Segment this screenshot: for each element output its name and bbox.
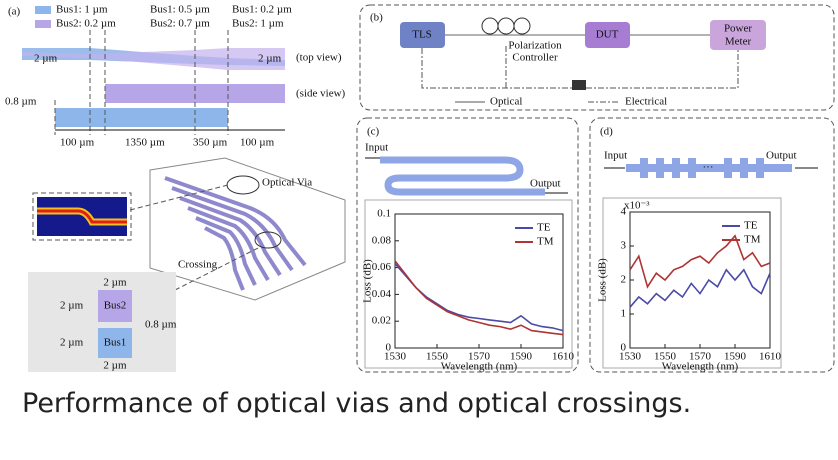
dimension: 2 µm xyxy=(258,53,282,65)
pc-loop xyxy=(482,18,498,34)
dimension: 100 µm xyxy=(60,137,95,149)
panel-label: (b) xyxy=(370,12,383,24)
dimension: 100 µm xyxy=(240,137,275,149)
y-tick-label: 0.1 xyxy=(377,208,391,220)
dimension: 2 µm xyxy=(60,300,84,312)
dimension: 2 µm xyxy=(34,53,58,65)
view-label: (side view) xyxy=(296,88,346,100)
port-label: Input xyxy=(365,142,388,154)
legend-text: Electrical xyxy=(625,96,667,108)
figure: (a) Bus1: 1 µm Bus2: 0.2 µm Bus1: 0.5 µm… xyxy=(0,0,838,380)
dimension: 2 µm xyxy=(103,277,127,289)
section-label: Bus1 xyxy=(104,337,127,349)
legend-label: TE xyxy=(537,222,551,234)
section-label: Bus2 xyxy=(104,300,127,312)
y-tick-label: 0.06 xyxy=(372,261,392,273)
port-label: Output xyxy=(530,178,561,190)
legend-text: Bus1: 0.2 µm xyxy=(232,4,292,16)
caption: Performance of optical vias and optical … xyxy=(22,388,691,419)
y-tick-label: 3 xyxy=(621,240,627,252)
box-label: Meter xyxy=(725,36,752,48)
dimension: 1350 µm xyxy=(125,137,165,149)
x-tick-label: 1610 xyxy=(552,351,575,363)
ellipsis: ··· xyxy=(703,162,714,174)
y-multiplier: x10⁻³ xyxy=(624,200,650,212)
box-label: Power xyxy=(724,23,752,35)
panel-label: (a) xyxy=(8,6,21,18)
illustration-box xyxy=(150,158,345,300)
annotation: Optical Via xyxy=(262,177,312,189)
mode-image xyxy=(37,197,127,236)
y-tick-label: 0.02 xyxy=(372,315,391,327)
y-tick-label: 2 xyxy=(621,274,627,286)
serpentine xyxy=(380,160,545,192)
x-axis-label: Wavelength (nm) xyxy=(662,361,739,373)
pc-loop xyxy=(498,18,514,34)
y-axis-label: Loss (dB) xyxy=(362,259,374,303)
panel-label: (d) xyxy=(600,126,613,138)
y-axis-label: Loss (dB) xyxy=(597,258,609,302)
x-tick-label: 1530 xyxy=(619,351,642,363)
y-tick-label: 0.04 xyxy=(372,288,392,300)
view-label: (top view) xyxy=(296,52,342,64)
x-axis-label: Wavelength (nm) xyxy=(441,361,518,373)
computer-icon xyxy=(572,80,586,90)
legend-text: Bus2: 0.7 µm xyxy=(150,18,210,30)
pc-loop xyxy=(514,18,530,34)
port-label: Output xyxy=(766,150,797,162)
annotation: Crossing xyxy=(178,259,218,271)
legend-text: Optical xyxy=(490,96,522,108)
legend-text: Bus1: 1 µm xyxy=(56,4,108,16)
x-tick-label: 1530 xyxy=(384,351,407,363)
port-label: Input xyxy=(604,150,627,162)
panel-label: (c) xyxy=(367,126,380,138)
dimension: 0.8 µm xyxy=(5,96,37,108)
page: (a) Bus1: 1 µm Bus2: 0.2 µm Bus1: 0.5 µm… xyxy=(0,0,838,460)
y-tick-label: 1 xyxy=(621,308,627,320)
legend-label: TM xyxy=(744,234,761,246)
dimension: 2 µm xyxy=(60,337,84,349)
box-label: Polarization xyxy=(508,40,562,52)
legend-text: Bus2: 0.2 µm xyxy=(56,18,116,30)
legend-swatch xyxy=(35,20,51,28)
dimension: 2 µm xyxy=(103,360,127,372)
y-tick-label: 0.08 xyxy=(372,234,392,246)
bus1-side xyxy=(55,108,228,127)
box-label: TLS xyxy=(412,29,432,41)
box-label: DUT xyxy=(596,29,619,41)
legend-swatch xyxy=(35,6,51,14)
legend-text: Bus2: 1 µm xyxy=(232,18,284,30)
x-tick-label: 1610 xyxy=(759,351,782,363)
legend-text: Bus1: 0.5 µm xyxy=(150,4,210,16)
box-label: Controller xyxy=(512,52,558,64)
legend-label: TE xyxy=(744,220,758,232)
dimension: 0.8 µm xyxy=(145,319,177,331)
legend-label: TM xyxy=(537,236,554,248)
dimension: 350 µm xyxy=(193,137,228,149)
